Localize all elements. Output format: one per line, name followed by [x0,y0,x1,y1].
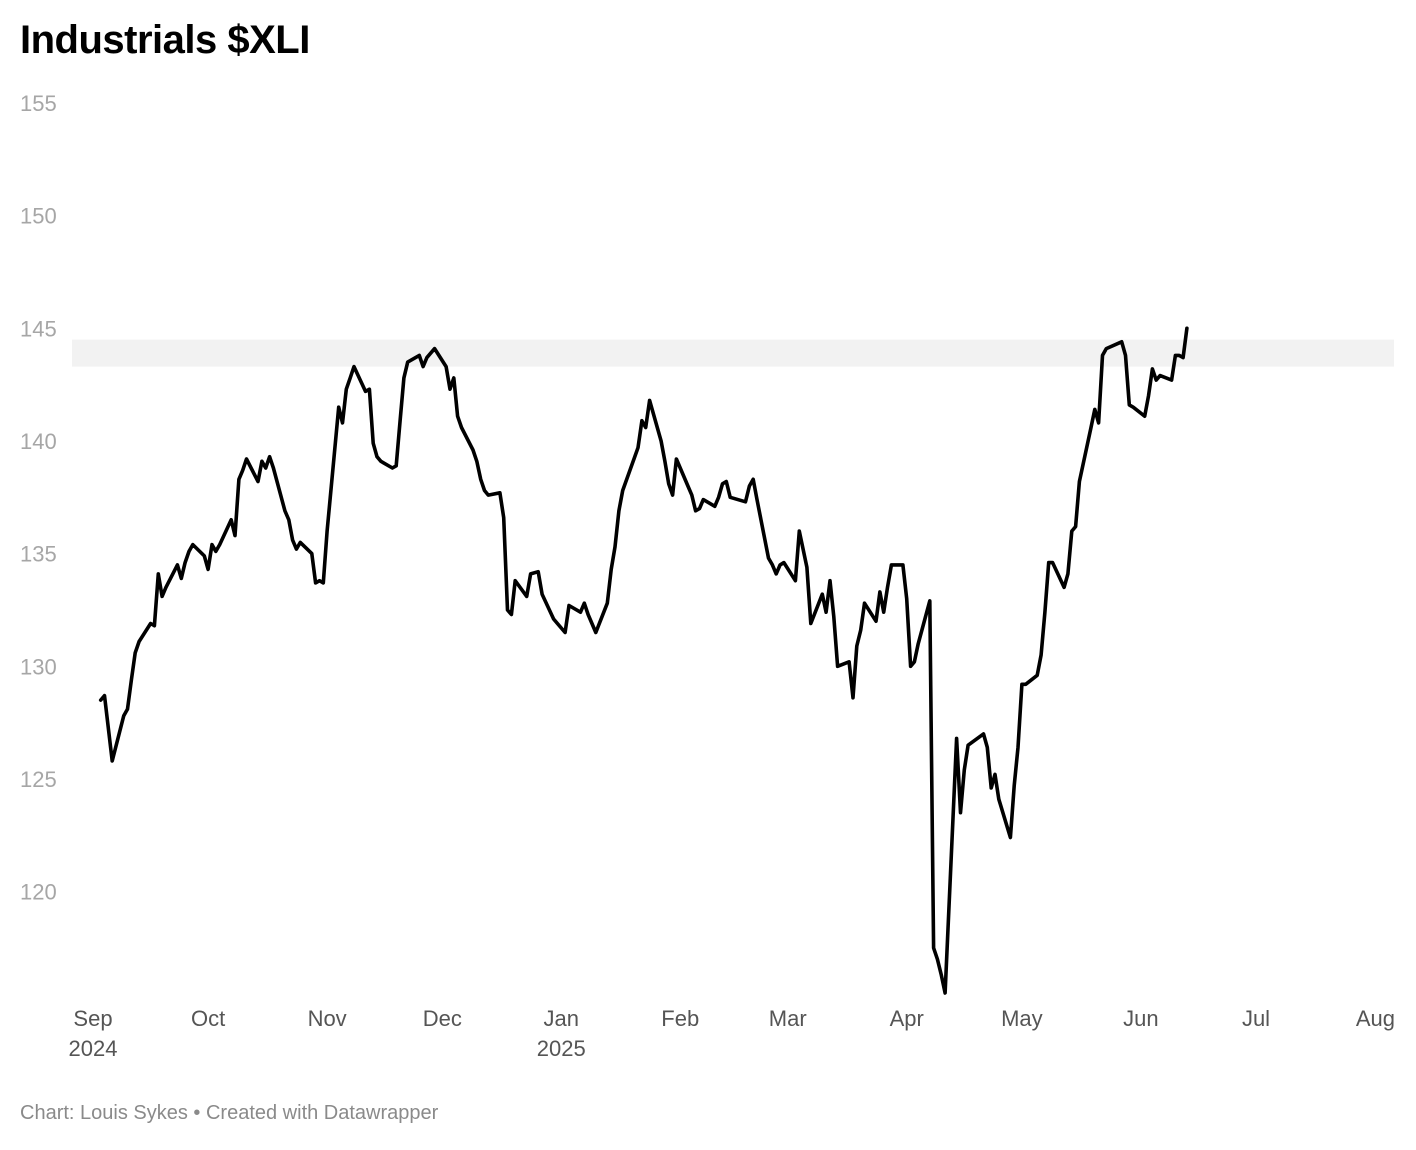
y-tick-label: 130 [20,654,57,679]
highlight-band [72,339,1394,367]
x-tick-year-label: 2024 [69,1036,118,1061]
x-tick-label: Apr [890,1006,924,1031]
y-axis: 120 125 130 135 140 145 150 155 [20,91,57,905]
x-tick-label: Jul [1242,1006,1270,1031]
y-tick-label: 140 [20,429,57,454]
y-tick-label: 145 [20,316,57,341]
series-line [98,326,1189,995]
y-tick-label: 135 [20,542,57,567]
x-tick-label: Jan [544,1006,579,1031]
x-tick-label: Nov [308,1006,347,1031]
x-tick-year-label: 2025 [537,1036,586,1061]
x-tick-label: Sep [73,1006,112,1031]
x-tick-label: Feb [661,1006,699,1031]
x-tick-label: Oct [191,1006,225,1031]
chart-credit: Chart: Louis Sykes • Created with Datawr… [20,1102,439,1124]
y-tick-label: 125 [20,767,57,792]
x-tick-label: May [1001,1006,1043,1031]
x-tick-label: Jun [1123,1006,1158,1031]
y-tick-label: 155 [20,91,57,116]
x-axis: Sep 2024 Oct Nov Dec Jan 2025 Feb Mar Apr May Jun Ju… [69,1006,1395,1061]
chart-title: Industrials $XLI [20,18,310,62]
x-tick-label: Aug [1356,1006,1395,1031]
y-tick-label: 120 [20,880,57,905]
x-tick-label: Mar [769,1006,807,1031]
x-tick-label: Dec [423,1006,462,1031]
y-tick-label: 150 [20,204,57,229]
